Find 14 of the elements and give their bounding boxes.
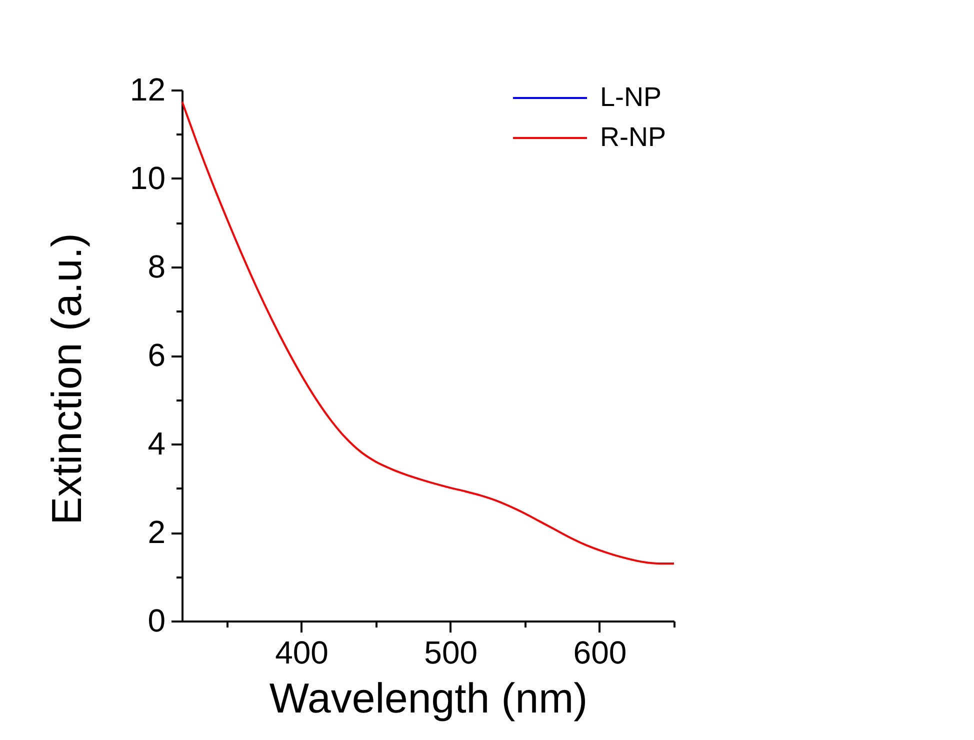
y-axis-title: Extinction (a.u.) <box>42 233 90 525</box>
y-tick-label: 6 <box>148 337 166 373</box>
legend-label: L-NP <box>600 82 662 112</box>
y-tick-label: 12 <box>130 72 166 108</box>
y-tick-label: 2 <box>148 514 166 550</box>
legend-label: R-NP <box>600 122 666 152</box>
y-tick-label: 8 <box>148 248 166 284</box>
y-tick-label: 10 <box>130 160 166 196</box>
y-tick-label: 4 <box>148 426 166 462</box>
y-tick-label: 0 <box>148 602 166 638</box>
x-axis-title: Wavelength (nm) <box>269 674 588 722</box>
x-tick-label: 400 <box>275 634 328 670</box>
x-tick-label: 600 <box>573 634 627 670</box>
x-tick-label: 500 <box>424 634 478 670</box>
